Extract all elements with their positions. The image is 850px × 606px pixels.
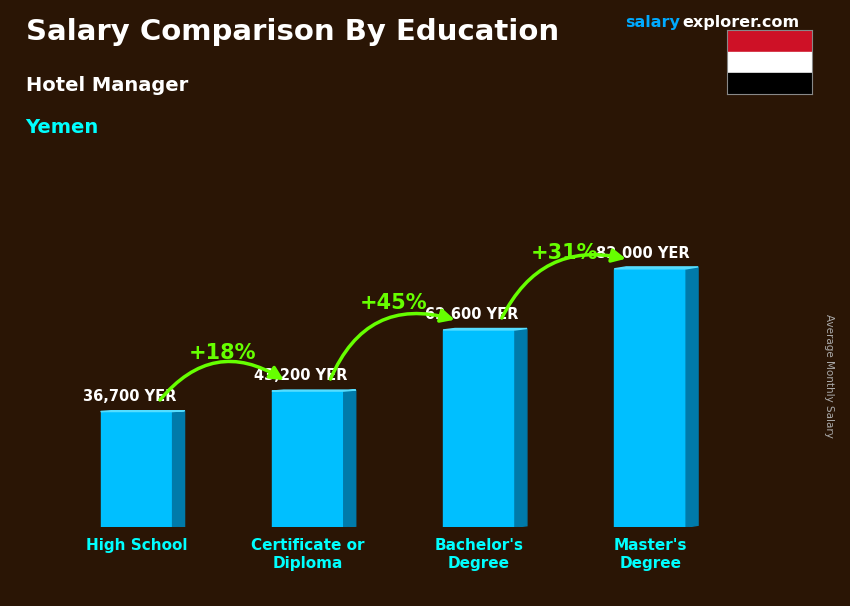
Text: salary: salary [625, 15, 680, 30]
Bar [727, 30, 812, 52]
Polygon shape [686, 267, 698, 527]
Text: Average Monthly Salary: Average Monthly Salary [824, 314, 834, 438]
Text: 43,200 YER: 43,200 YER [254, 368, 348, 383]
Text: 82,000 YER: 82,000 YER [596, 246, 689, 261]
Polygon shape [272, 390, 356, 391]
Polygon shape [173, 411, 184, 527]
Bar [100, 411, 173, 527]
Bar [727, 73, 812, 94]
Text: explorer.com: explorer.com [683, 15, 800, 30]
Polygon shape [343, 390, 356, 527]
Text: 36,700 YER: 36,700 YER [82, 388, 176, 404]
Text: Salary Comparison By Education: Salary Comparison By Education [26, 18, 558, 46]
Polygon shape [443, 328, 527, 330]
Text: +31%: +31% [530, 242, 598, 262]
Text: 62,600 YER: 62,600 YER [425, 307, 518, 322]
Polygon shape [515, 328, 527, 527]
Bar [727, 52, 812, 73]
Bar [272, 391, 343, 527]
Bar [443, 330, 515, 527]
Text: Yemen: Yemen [26, 118, 99, 137]
Text: +45%: +45% [360, 293, 428, 313]
Bar [615, 269, 686, 527]
Text: +18%: +18% [189, 344, 256, 364]
Text: Hotel Manager: Hotel Manager [26, 76, 188, 95]
Polygon shape [615, 267, 698, 269]
